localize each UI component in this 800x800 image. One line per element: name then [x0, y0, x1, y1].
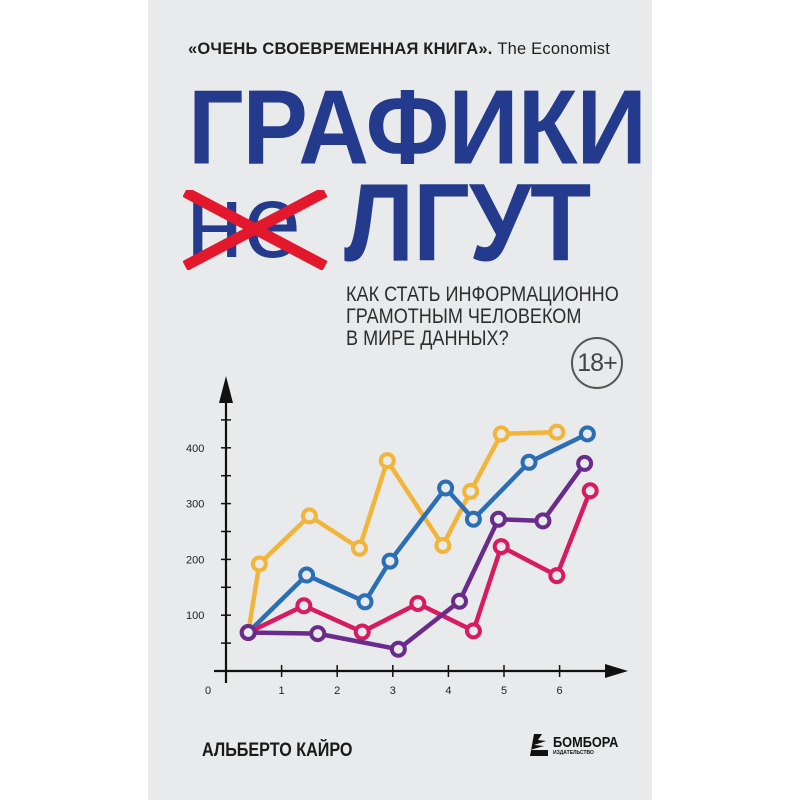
data-point	[576, 454, 594, 472]
publisher-subtitle: ИЗДАТЕЛЬСТВО	[553, 749, 594, 756]
subtitle-line: ГРАМОТНЫМ ЧЕЛОВЕКОМ	[346, 305, 582, 328]
data-point	[300, 507, 318, 525]
data-point	[489, 510, 507, 528]
x-tick-label: 5	[501, 685, 507, 697]
x-tick-label: 6	[557, 685, 563, 697]
x-tick-label: 4	[445, 685, 451, 697]
series-line	[247, 489, 593, 635]
data-point	[389, 640, 407, 658]
data-point	[464, 510, 482, 528]
x-tick-label: 3	[390, 685, 396, 697]
y-tick-label: 200	[186, 554, 204, 566]
y-tick-label: 400	[186, 443, 204, 455]
series-3	[239, 454, 594, 658]
series-line	[246, 429, 557, 633]
chart-axes: 100 200 300 400 0 1 2 3 4 5 6	[186, 376, 628, 697]
title-line-1: ГРАФИКИ	[188, 67, 647, 187]
y-tick-label: 300	[186, 499, 204, 511]
data-point	[350, 539, 368, 557]
author-name: АЛЬБЕРТО КАЙРО	[202, 740, 353, 761]
publisher-emblem-icon	[530, 734, 548, 756]
subtitle-line: В МИРЕ ДАННЫХ?	[346, 327, 509, 350]
title-line-2: ЛГУТ	[344, 161, 591, 285]
data-point	[451, 592, 469, 610]
data-point	[492, 538, 510, 556]
red-cross-mark	[183, 190, 328, 270]
data-point	[356, 593, 374, 611]
data-point	[378, 452, 396, 470]
data-point	[409, 594, 427, 612]
data-point	[298, 566, 316, 584]
quote-source: The Economist	[497, 40, 610, 58]
quote-text: «ОЧЕНЬ СВОЕВРЕМЕННАЯ КНИГА».	[188, 40, 493, 58]
x-tick-label: 2	[334, 685, 340, 697]
data-point	[250, 555, 268, 573]
data-point	[578, 425, 596, 443]
data-point	[381, 552, 399, 570]
subtitle-line: КАК СТАТЬ ИНФОРМАЦИОННО	[346, 283, 619, 306]
data-point	[520, 453, 538, 471]
age-rating-badge: 18+	[571, 337, 623, 389]
data-point	[464, 622, 482, 640]
data-point	[534, 512, 552, 530]
publisher-name: БОМБОРА	[553, 733, 619, 751]
x-tick-label: 0	[205, 685, 211, 697]
data-point	[353, 623, 371, 641]
x-axis-arrow	[605, 664, 628, 678]
data-point	[309, 625, 327, 643]
data-point	[548, 423, 566, 441]
data-point	[462, 482, 480, 500]
data-point	[581, 482, 599, 500]
y-tick-label: 100	[186, 610, 204, 622]
data-point	[434, 536, 452, 554]
series-0	[239, 423, 566, 641]
y-axis-arrow	[219, 376, 233, 403]
data-point	[295, 597, 313, 615]
series-line	[248, 462, 587, 652]
data-point	[492, 425, 510, 443]
data-point	[437, 479, 455, 497]
publisher-logo: БОМБОРА ИЗДАТЕЛЬСТВО	[528, 732, 630, 758]
data-point	[548, 567, 566, 585]
data-point	[239, 623, 257, 641]
review-quote: «ОЧЕНЬ СВОЕВРЕМЕННАЯ КНИГА». The Economi…	[188, 40, 610, 59]
x-tick-label: 1	[279, 685, 285, 697]
subtitle: КАК СТАТЬ ИНФОРМАЦИОННО ГРАМОТНЫМ ЧЕЛОВЕ…	[346, 284, 619, 350]
series-line	[246, 431, 589, 635]
